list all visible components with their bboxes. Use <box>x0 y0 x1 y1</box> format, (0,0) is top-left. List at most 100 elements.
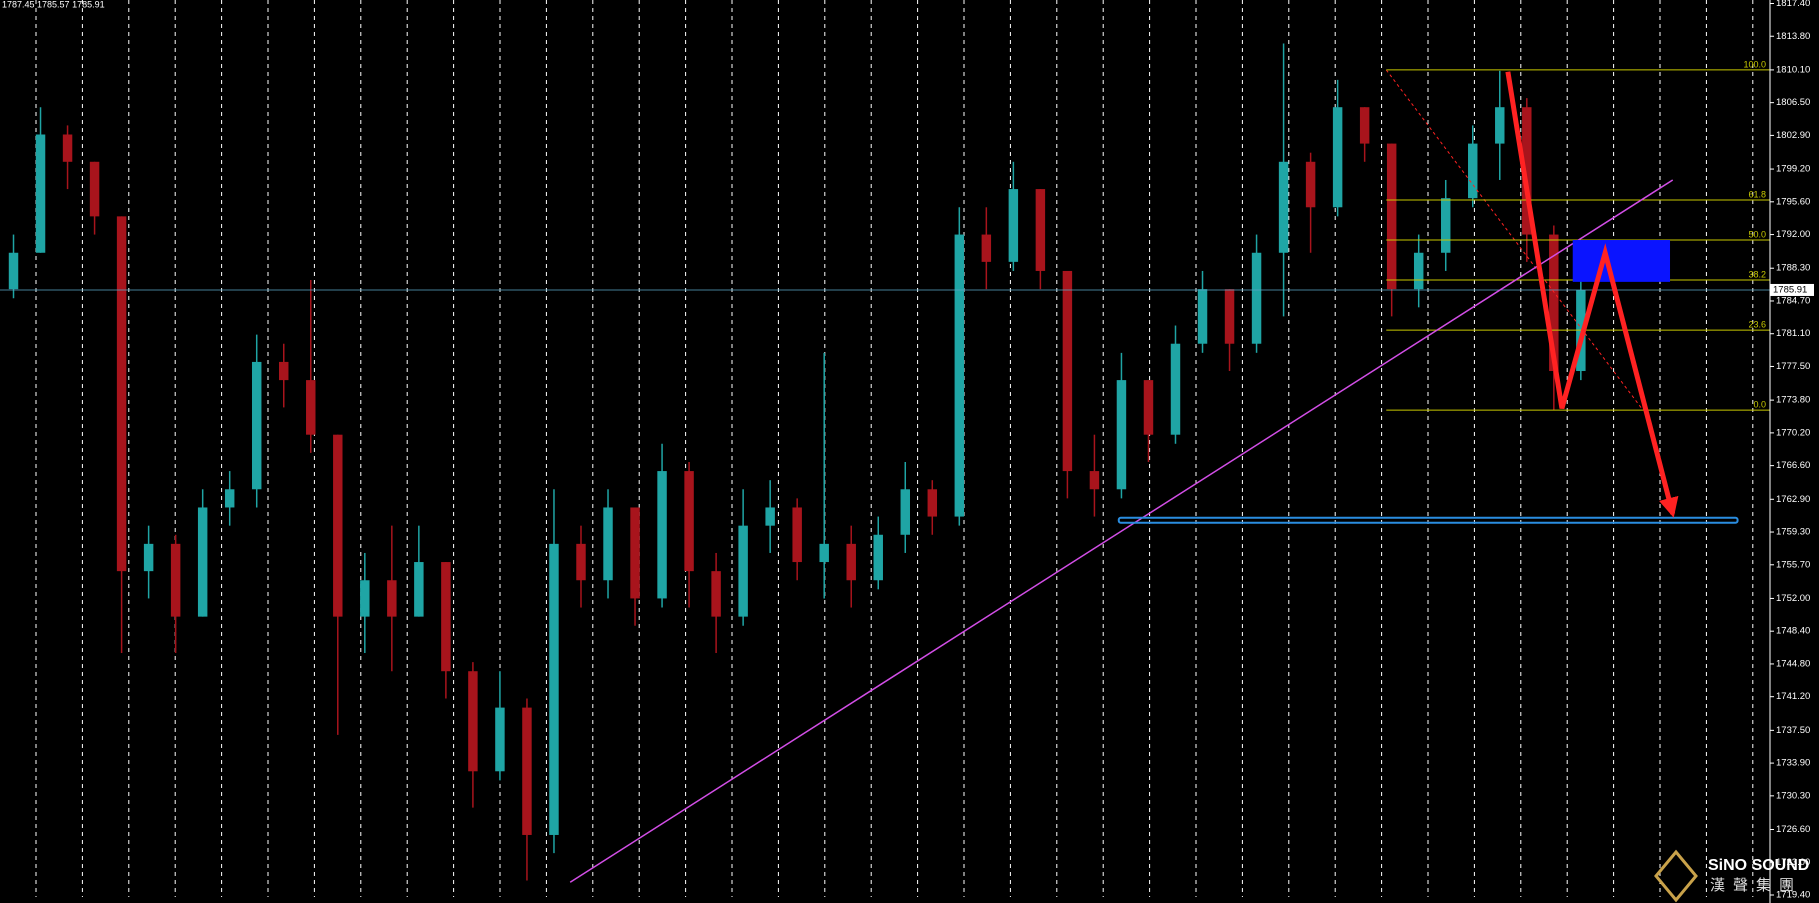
candle-body <box>414 562 424 617</box>
y-tick-label: 1759.30 <box>1776 527 1810 538</box>
candle-body <box>224 489 235 508</box>
zone-box <box>1572 240 1671 282</box>
y-tick-label: 1802.90 <box>1776 130 1810 141</box>
candle-body <box>1549 234 1559 372</box>
candle-body <box>441 562 451 672</box>
candle-body <box>603 507 613 581</box>
support-line <box>1117 516 1739 524</box>
fib-label: 38.2 <box>1748 269 1766 279</box>
candle-body <box>1143 380 1154 435</box>
y-tick-label: 1806.50 <box>1776 97 1810 108</box>
y-tick-label: 1723.00 <box>1776 857 1810 868</box>
candle-body <box>1495 107 1505 144</box>
last-price-tag <box>1770 283 1814 296</box>
y-tick-label: 1719.40 <box>1776 890 1810 901</box>
y-tick-label: 1784.70 <box>1776 295 1810 306</box>
candle-body <box>684 471 694 572</box>
candle-body <box>927 489 938 517</box>
candle-body <box>306 380 316 435</box>
candle-body <box>792 507 802 563</box>
y-tick-label: 1792.00 <box>1776 229 1810 240</box>
candle-body <box>1413 252 1424 290</box>
candle-body <box>495 707 505 772</box>
candle-body <box>116 216 127 572</box>
candle-body <box>630 507 640 599</box>
candle-body <box>765 507 775 526</box>
candle-body <box>1170 343 1181 435</box>
candle-body <box>468 671 478 772</box>
logo: SiNO SOUND 漢聲集團 <box>1654 849 1809 903</box>
candle-body <box>1197 289 1208 344</box>
fib-label: 0.0 <box>1753 400 1766 410</box>
candle-body <box>279 361 289 381</box>
y-tick-label: 1773.80 <box>1776 395 1810 406</box>
candle-body <box>62 134 73 162</box>
candle-body <box>711 571 721 617</box>
y-tick-label: 1733.90 <box>1776 758 1810 769</box>
candle-body <box>1522 107 1532 235</box>
last-price-label: 1785.91 <box>1773 284 1807 295</box>
y-tick-label: 1748.40 <box>1776 626 1810 637</box>
candle-body <box>8 252 19 290</box>
candle-body <box>954 234 965 517</box>
candle-body <box>197 507 208 617</box>
candle-body <box>981 234 992 262</box>
y-tick-label: 1795.60 <box>1776 196 1810 207</box>
candle-body <box>576 543 586 581</box>
logo-icon <box>1654 849 1698 903</box>
candle-body <box>35 134 46 253</box>
logo-name: SiNO SOUND <box>1708 857 1809 874</box>
y-tick-label: 1744.80 <box>1776 658 1810 669</box>
candle-body <box>1089 471 1100 490</box>
candle-body <box>522 707 532 835</box>
candle-body <box>1278 161 1289 253</box>
y-tick-label: 1737.50 <box>1776 725 1810 736</box>
candle-body <box>819 543 829 563</box>
candle-body <box>1008 189 1019 262</box>
fib-diagonal <box>1385 69 1644 411</box>
y-tick-label: 1755.70 <box>1776 559 1810 570</box>
candle-body <box>1116 380 1127 490</box>
candle-body <box>1332 107 1343 208</box>
y-tick-label: 1730.30 <box>1776 790 1810 801</box>
y-tick-label: 1752.00 <box>1776 593 1810 604</box>
fib-label: 50.0 <box>1748 229 1766 239</box>
header-text: 1787.45 1785.57 1785.91 <box>2 0 105 9</box>
y-tick-label: 1810.10 <box>1776 64 1810 75</box>
candle-body <box>1359 107 1370 144</box>
candle-body <box>143 543 154 572</box>
candle-body <box>387 580 397 617</box>
candle-body <box>1386 143 1397 290</box>
candle-body <box>657 471 667 599</box>
candle-body <box>1468 143 1478 199</box>
candle-body <box>251 361 262 490</box>
candle-body <box>360 580 370 617</box>
candle-body <box>873 534 883 581</box>
y-tick-label: 1817.40 <box>1776 0 1810 9</box>
candle-body <box>170 543 181 617</box>
candle-body <box>333 434 343 617</box>
logo-subtitle: 漢聲集團 <box>1710 877 1802 894</box>
candle-body <box>1305 161 1316 208</box>
y-tick-label: 1726.60 <box>1776 824 1810 835</box>
y-tick-label: 1770.20 <box>1776 427 1810 438</box>
candle-body <box>1440 198 1451 253</box>
y-tick-label: 1813.80 <box>1776 31 1810 42</box>
fib-label: 100.0 <box>1743 59 1766 69</box>
y-tick-label: 1766.60 <box>1776 460 1810 471</box>
y-tick-label: 1777.50 <box>1776 361 1810 372</box>
candle-body <box>89 161 100 217</box>
candle-body <box>900 489 910 535</box>
candle-body <box>738 525 748 617</box>
fib-label: 23.6 <box>1748 319 1766 329</box>
candle-body <box>549 543 559 835</box>
y-tick-label: 1741.20 <box>1776 691 1810 702</box>
trendline <box>569 179 1674 883</box>
fib-label: 61.8 <box>1748 189 1766 199</box>
y-tick-label: 1799.20 <box>1776 164 1810 175</box>
candle-body <box>1062 270 1073 472</box>
arrow-path <box>1505 71 1679 518</box>
